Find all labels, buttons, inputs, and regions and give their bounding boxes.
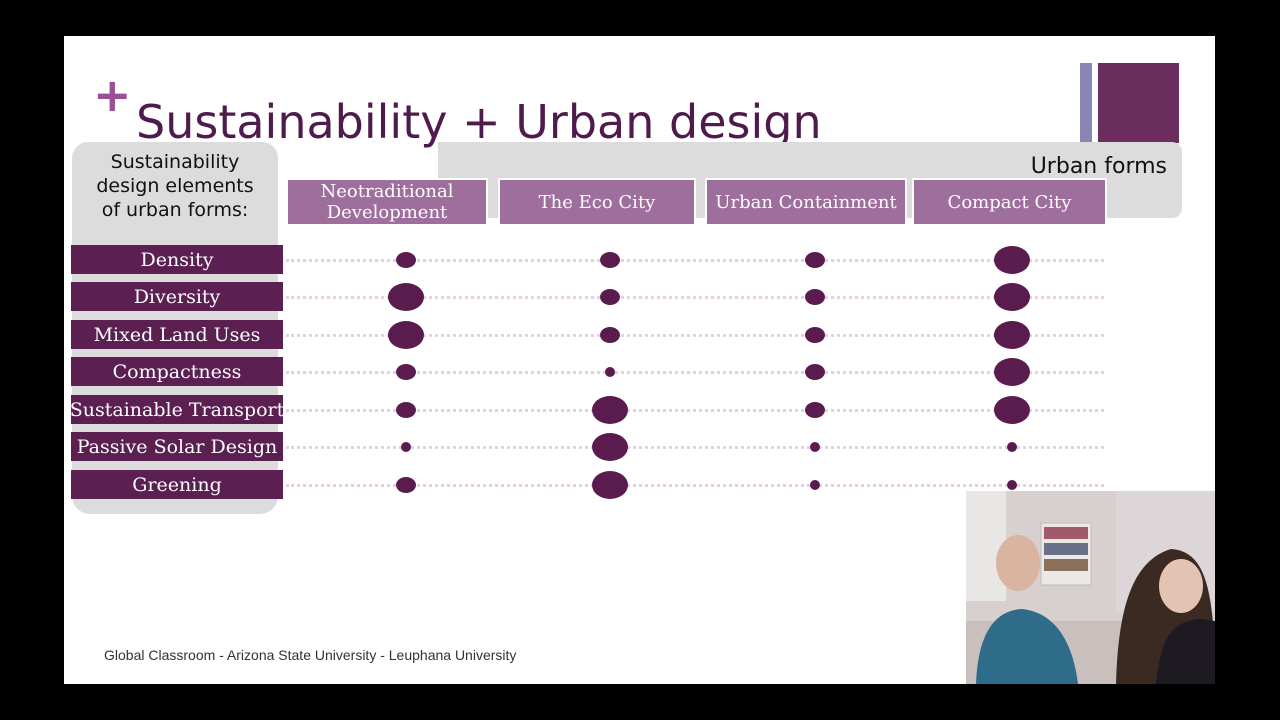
- rating-dot: [600, 252, 620, 268]
- dotted-row-line: [286, 296, 1104, 299]
- rating-dot: [605, 367, 615, 377]
- webcam-video: [966, 491, 1215, 684]
- left-header-line-2: design elements: [96, 175, 254, 197]
- column-header-urban-containment: Urban Containment: [705, 178, 907, 226]
- column-header-compact-city: Compact City: [912, 178, 1107, 226]
- dotted-row-line: [286, 446, 1104, 449]
- column-header-eco-city: The Eco City: [498, 178, 696, 226]
- row-label: Diversity: [71, 282, 283, 311]
- rating-dot: [396, 402, 416, 418]
- rating-dot: [396, 364, 416, 380]
- rating-dot: [994, 321, 1030, 349]
- rating-dot: [805, 402, 825, 418]
- rating-dot: [805, 289, 825, 305]
- rating-dot: [805, 327, 825, 343]
- rating-dot: [592, 471, 628, 499]
- rating-dot: [600, 289, 620, 305]
- row-label: Compactness: [71, 357, 283, 386]
- rating-dot: [388, 283, 424, 311]
- dotted-row-line: [286, 371, 1104, 374]
- slide: + Sustainability + Urban design Urban fo…: [64, 36, 1215, 684]
- rating-dot: [805, 252, 825, 268]
- rating-dot: [396, 477, 416, 493]
- plus-icon: +: [93, 68, 132, 122]
- rating-dot: [810, 442, 820, 452]
- rating-dot: [994, 283, 1030, 311]
- urban-forms-label: Urban forms: [1030, 154, 1167, 179]
- row-label: Sustainable Transport: [70, 395, 284, 424]
- rating-dot: [388, 321, 424, 349]
- rating-dot: [600, 327, 620, 343]
- rating-dot: [1007, 480, 1017, 490]
- decor-bar-thin: [1080, 63, 1092, 143]
- column-header-neotraditional: Neotraditional Development: [286, 178, 488, 226]
- dotted-row-line: [286, 334, 1104, 337]
- row-label: Density: [71, 245, 283, 274]
- rating-dot: [805, 364, 825, 380]
- rating-dot: [1007, 442, 1017, 452]
- row-label: Greening: [71, 470, 283, 499]
- row-label: Passive Solar Design: [71, 432, 283, 461]
- dotted-row-line: [286, 409, 1104, 412]
- rating-dot: [994, 246, 1030, 274]
- decor-bar-square: [1098, 63, 1179, 143]
- footer-text: Global Classroom - Arizona State Univers…: [104, 647, 517, 663]
- rating-dot: [994, 396, 1030, 424]
- rating-dot: [810, 480, 820, 490]
- rating-dot: [994, 358, 1030, 386]
- dotted-row-line: [286, 259, 1104, 262]
- rating-dot: [401, 442, 411, 452]
- rating-dot: [592, 433, 628, 461]
- rating-dot: [396, 252, 416, 268]
- rating-dot: [592, 396, 628, 424]
- left-header: Sustainability design elements of urban …: [72, 150, 278, 222]
- row-label: Mixed Land Uses: [71, 320, 283, 349]
- webcam-scene: [966, 491, 1215, 684]
- left-header-line-1: Sustainability: [110, 151, 240, 173]
- dotted-row-line: [286, 484, 1104, 487]
- left-header-line-3: of urban forms:: [101, 199, 249, 221]
- slide-title: Sustainability + Urban design: [136, 95, 822, 149]
